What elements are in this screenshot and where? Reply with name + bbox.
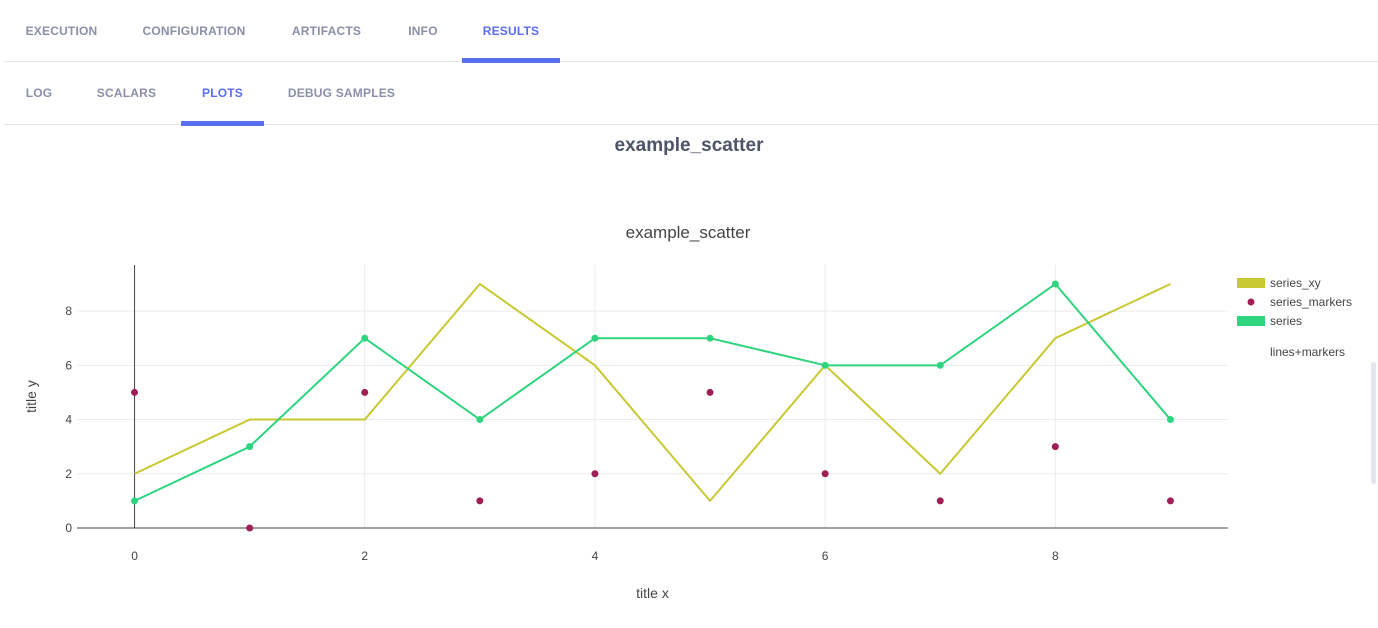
series-point [476, 416, 484, 424]
y-tick-label: 8 [65, 304, 72, 318]
y-tick-label: 4 [65, 413, 72, 427]
results-subtabs: LOG SCALARS PLOTS DEBUG SAMPLES [4, 62, 1378, 126]
legend-swatch-series-xy [1237, 278, 1265, 288]
x-tick-label: 4 [592, 549, 599, 563]
series-point [821, 361, 829, 369]
series-markers-point [821, 470, 829, 478]
series-markers-point [1166, 497, 1174, 505]
main-tabs: EXECUTION CONFIGURATION ARTIFACTS INFO R… [4, 0, 1378, 63]
y-axis-title: title y [23, 380, 39, 413]
series-markers-point [936, 497, 944, 505]
series-point [361, 334, 369, 342]
y-tick-label: 2 [65, 467, 72, 481]
y-tick-label: 0 [65, 521, 72, 535]
series-point [131, 497, 139, 505]
tab-configuration[interactable]: CONFIGURATION [142, 23, 246, 38]
series-markers-point [361, 388, 369, 396]
series-point [246, 443, 254, 451]
legend-label-series-xy: series_xy [1270, 276, 1321, 290]
legend-label-series-markers: series_markers [1270, 295, 1352, 309]
subtab-log[interactable]: LOG [25, 86, 53, 100]
series-markers-point [1051, 443, 1059, 451]
series-xy-line [134, 282, 1171, 502]
tab-results[interactable]: RESULTS [462, 0, 560, 63]
vertical-scrollbar[interactable] [1371, 362, 1376, 484]
series-line [134, 282, 1172, 502]
legend-title: lines+markers [1270, 345, 1345, 359]
series-point [1166, 416, 1174, 424]
y-tick-label: 6 [65, 358, 72, 372]
subtab-debug-samples[interactable]: DEBUG SAMPLES [287, 86, 396, 100]
series-point [706, 334, 714, 342]
series-markers-point [591, 470, 599, 478]
subtab-scalars[interactable]: SCALARS [96, 86, 157, 100]
tab-artifacts[interactable]: ARTIFACTS [291, 23, 362, 38]
legend-label-series: series [1270, 314, 1302, 328]
tab-info[interactable]: INFO [408, 23, 438, 38]
series-markers-point [706, 388, 714, 396]
legend-swatch-series-markers [1247, 298, 1255, 306]
series-markers-point [246, 524, 254, 532]
x-tick-label: 0 [131, 549, 138, 563]
x-tick-label: 6 [822, 549, 829, 563]
series-point [591, 334, 599, 342]
x-axis-title: title x [636, 585, 669, 601]
tab-execution[interactable]: EXECUTION [25, 23, 98, 38]
series-markers-point [476, 497, 484, 505]
series-point [936, 361, 944, 369]
series-markers-point [131, 388, 139, 396]
chart-title: example_scatter [626, 223, 751, 242]
x-tick-label: 2 [361, 549, 368, 563]
series-point [1051, 280, 1059, 288]
x-tick-label: 8 [1052, 549, 1059, 563]
subtab-plots[interactable]: PLOTS [181, 62, 264, 126]
plot-heading: example_scatter [614, 135, 764, 156]
legend-swatch-series [1237, 316, 1265, 326]
